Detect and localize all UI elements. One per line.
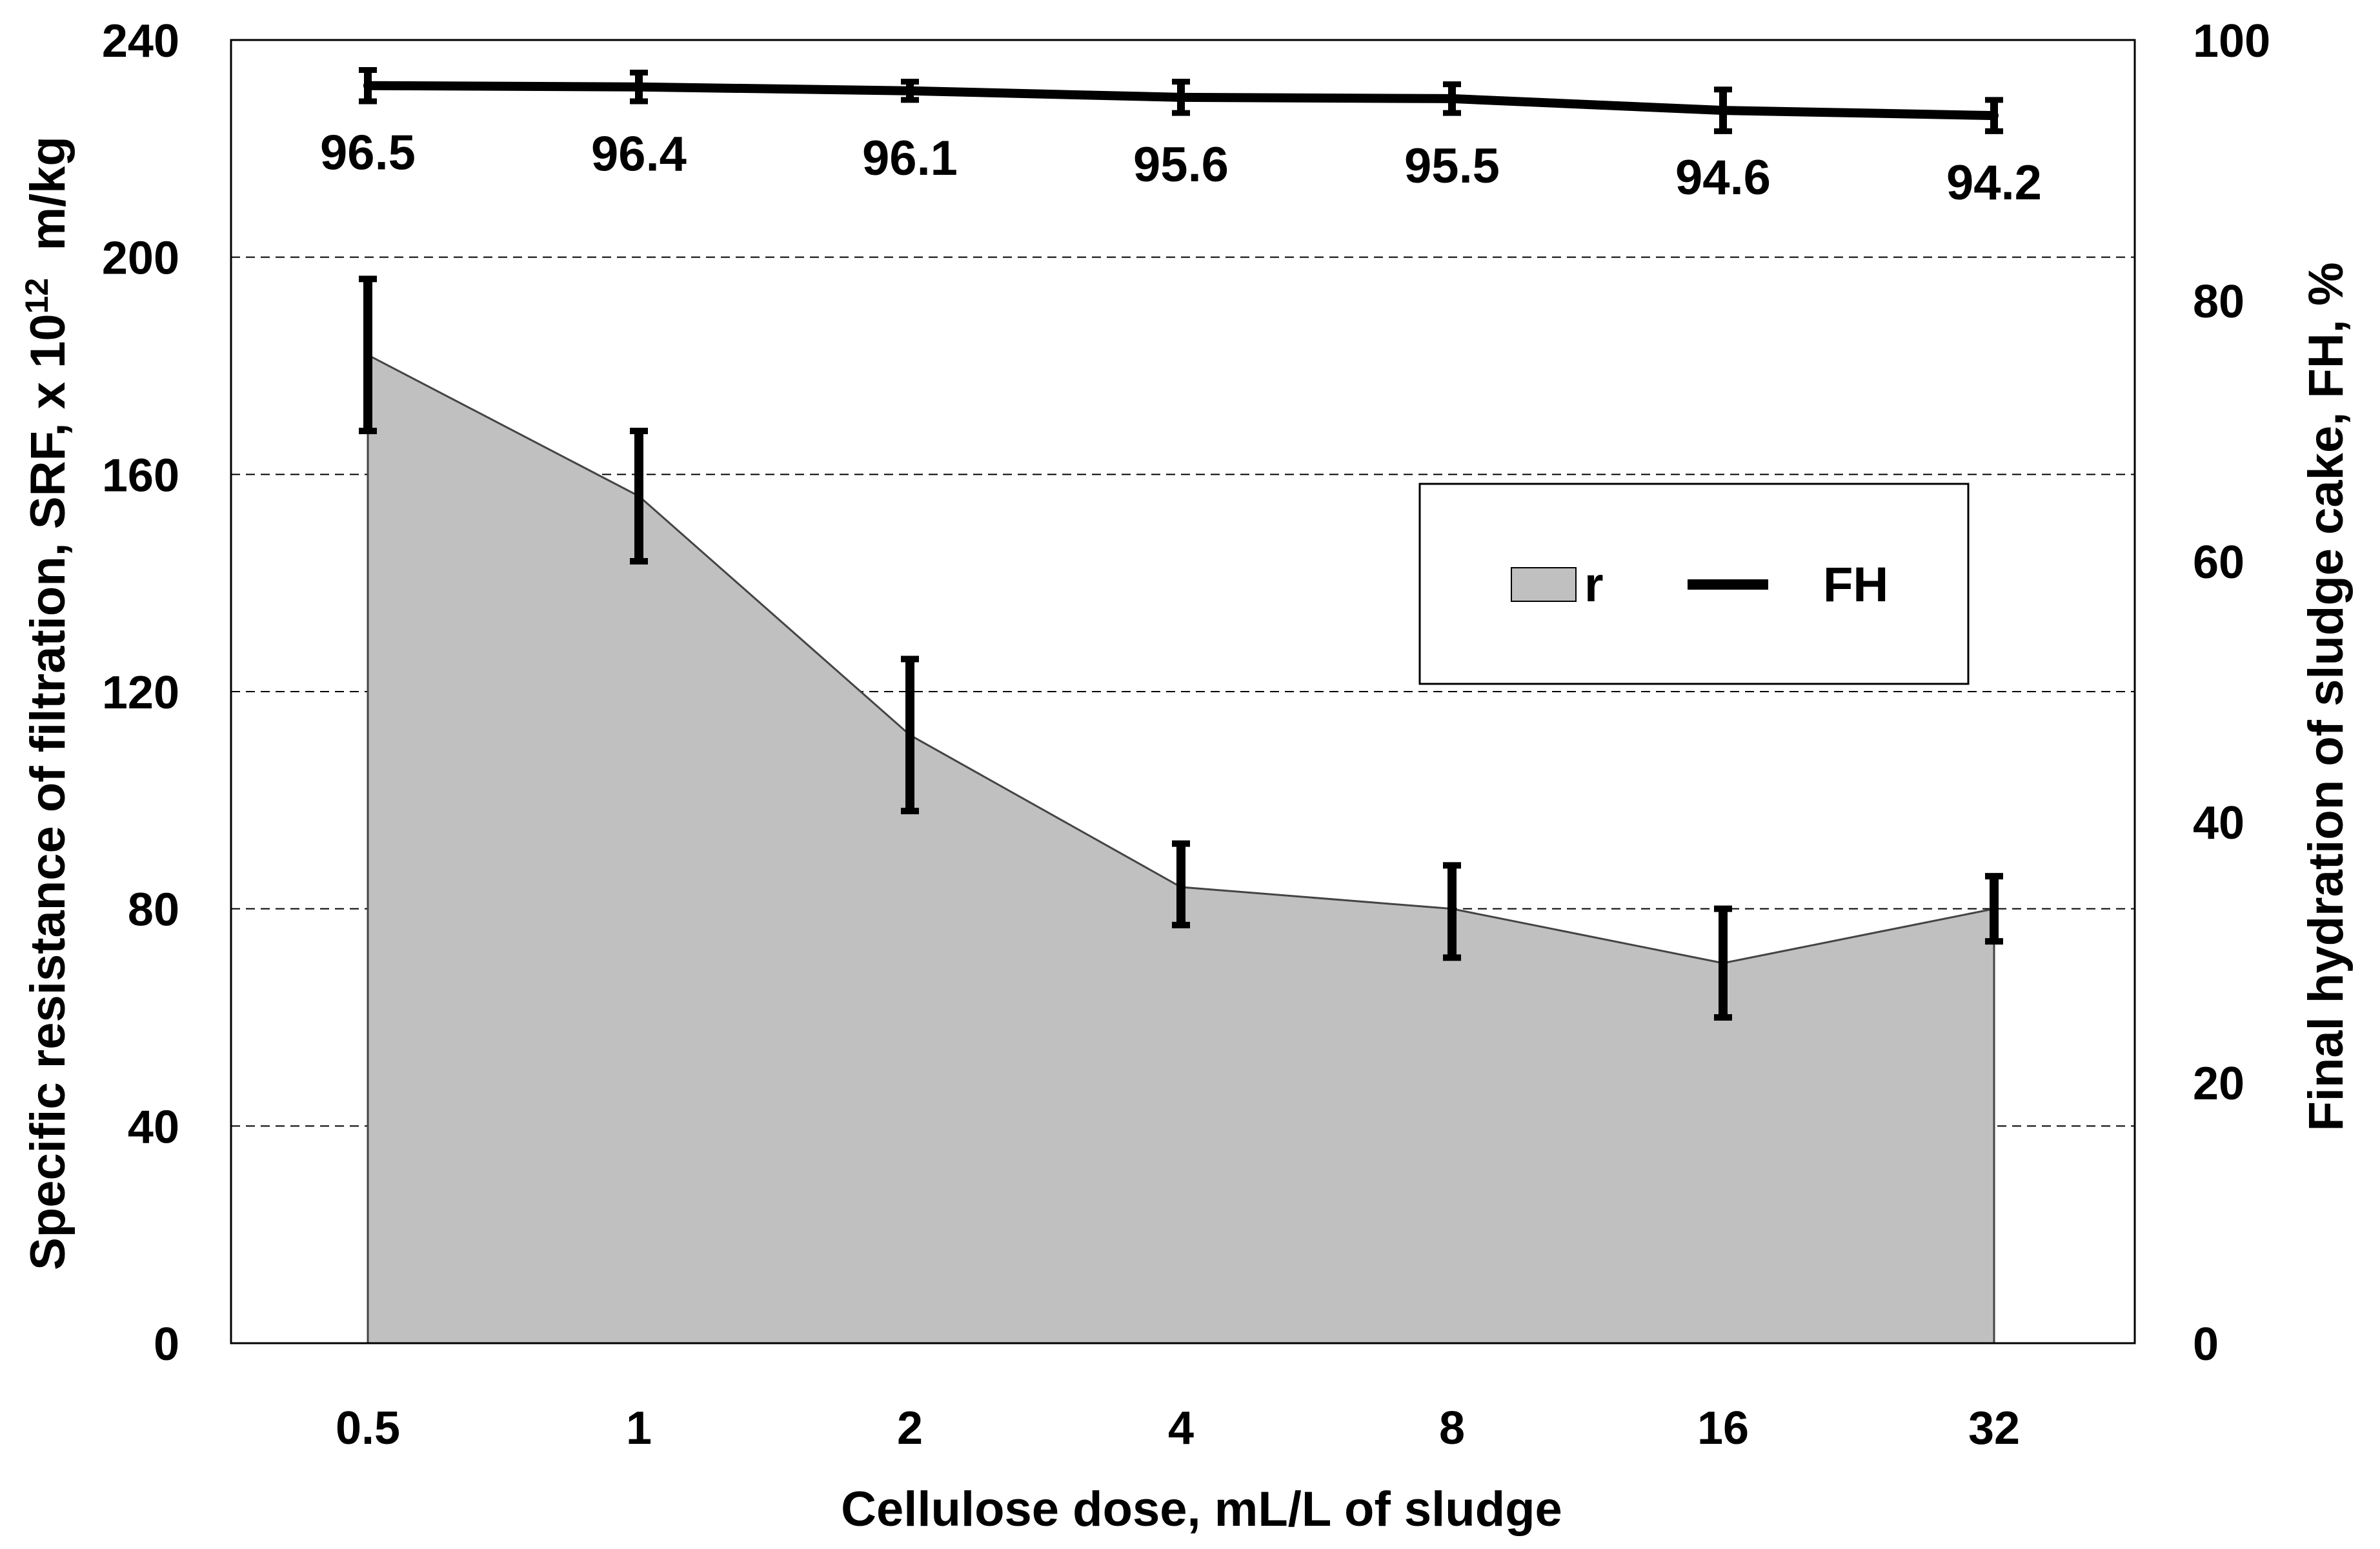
y-axis-right-ticks: 0 20 40 60 80 100 [2193, 15, 2270, 1370]
fh-data-label-0.5: 96.5 [320, 126, 416, 181]
y-axis-right-title: Final hydration of sludge cake, FH, % [2299, 262, 2354, 1131]
fh-data-label-16: 94.6 [1675, 150, 1771, 205]
y-right-tick-60: 60 [2193, 537, 2244, 588]
y-right-tick-0: 0 [2193, 1319, 2219, 1370]
area-fill-r [367, 353, 1995, 1344]
x-tick-0.5: 0.5 [336, 1403, 400, 1454]
y-right-tick-20: 20 [2193, 1058, 2244, 1110]
fh-point-1 [634, 82, 643, 92]
fh-point-4 [1176, 92, 1185, 102]
x-axis-ticks: 0.5 1 2 4 8 16 32 [336, 1403, 2020, 1454]
fh-data-label-8: 95.5 [1404, 139, 1500, 194]
area-series-r [367, 353, 1995, 1344]
error-bars-r [359, 275, 2003, 1021]
x-tick-1: 1 [626, 1403, 652, 1454]
y-right-tick-80: 80 [2193, 276, 2244, 328]
fh-point-8 [1447, 94, 1457, 103]
x-tick-8: 8 [1439, 1403, 1465, 1454]
y-left-tick-80: 80 [128, 884, 179, 936]
x-tick-16: 16 [1697, 1403, 1749, 1454]
y-left-tick-240: 240 [102, 15, 179, 67]
y-left-tick-0: 0 [154, 1319, 179, 1370]
y-axis-left-title: Specific resistance of filtration, SRF, … [19, 136, 76, 1270]
y-left-tick-200: 200 [102, 233, 179, 285]
x-tick-2: 2 [897, 1403, 923, 1454]
y-axis-left-title-exponent: 12 [19, 278, 55, 314]
y-left-tick-120: 120 [102, 667, 179, 719]
line-series-fh: 96.5 96.4 96.1 95.6 95.5 94.6 94.2 [320, 66, 2042, 210]
y-left-tick-40: 40 [128, 1101, 179, 1153]
fh-data-label-2: 96.1 [862, 131, 958, 186]
x-axis-title: Cellulose dose, mL/L of sludge [841, 1482, 1562, 1537]
fh-point-0.5 [363, 81, 372, 90]
fh-point-2 [905, 86, 914, 95]
plot-frame [230, 39, 2136, 1344]
fh-data-label-1: 96.4 [591, 127, 687, 182]
fh-data-label-32: 94.2 [1946, 155, 2042, 210]
fh-point-16 [1719, 106, 1728, 115]
x-tick-4: 4 [1168, 1403, 1194, 1454]
y-axis-left-title-main: Specific resistance of filtration, SRF, … [21, 314, 76, 1270]
fh-point-32 [1990, 111, 1999, 121]
legend-label-fh: FH [1823, 557, 1888, 612]
legend: r FH [1418, 483, 1970, 685]
legend-label-r: r [1584, 557, 1604, 612]
fh-data-label-4: 95.6 [1133, 137, 1229, 192]
legend-swatch-r [1511, 567, 1577, 602]
y-axis-left-ticks: 0 40 80 120 160 200 240 [102, 15, 179, 1370]
y-right-tick-40: 40 [2193, 797, 2244, 849]
y-right-tick-100: 100 [2193, 15, 2270, 67]
y-left-tick-160: 160 [102, 450, 179, 501]
x-tick-32: 32 [1968, 1403, 2020, 1454]
y-axis-left-title-unit: m/kg [21, 136, 76, 278]
